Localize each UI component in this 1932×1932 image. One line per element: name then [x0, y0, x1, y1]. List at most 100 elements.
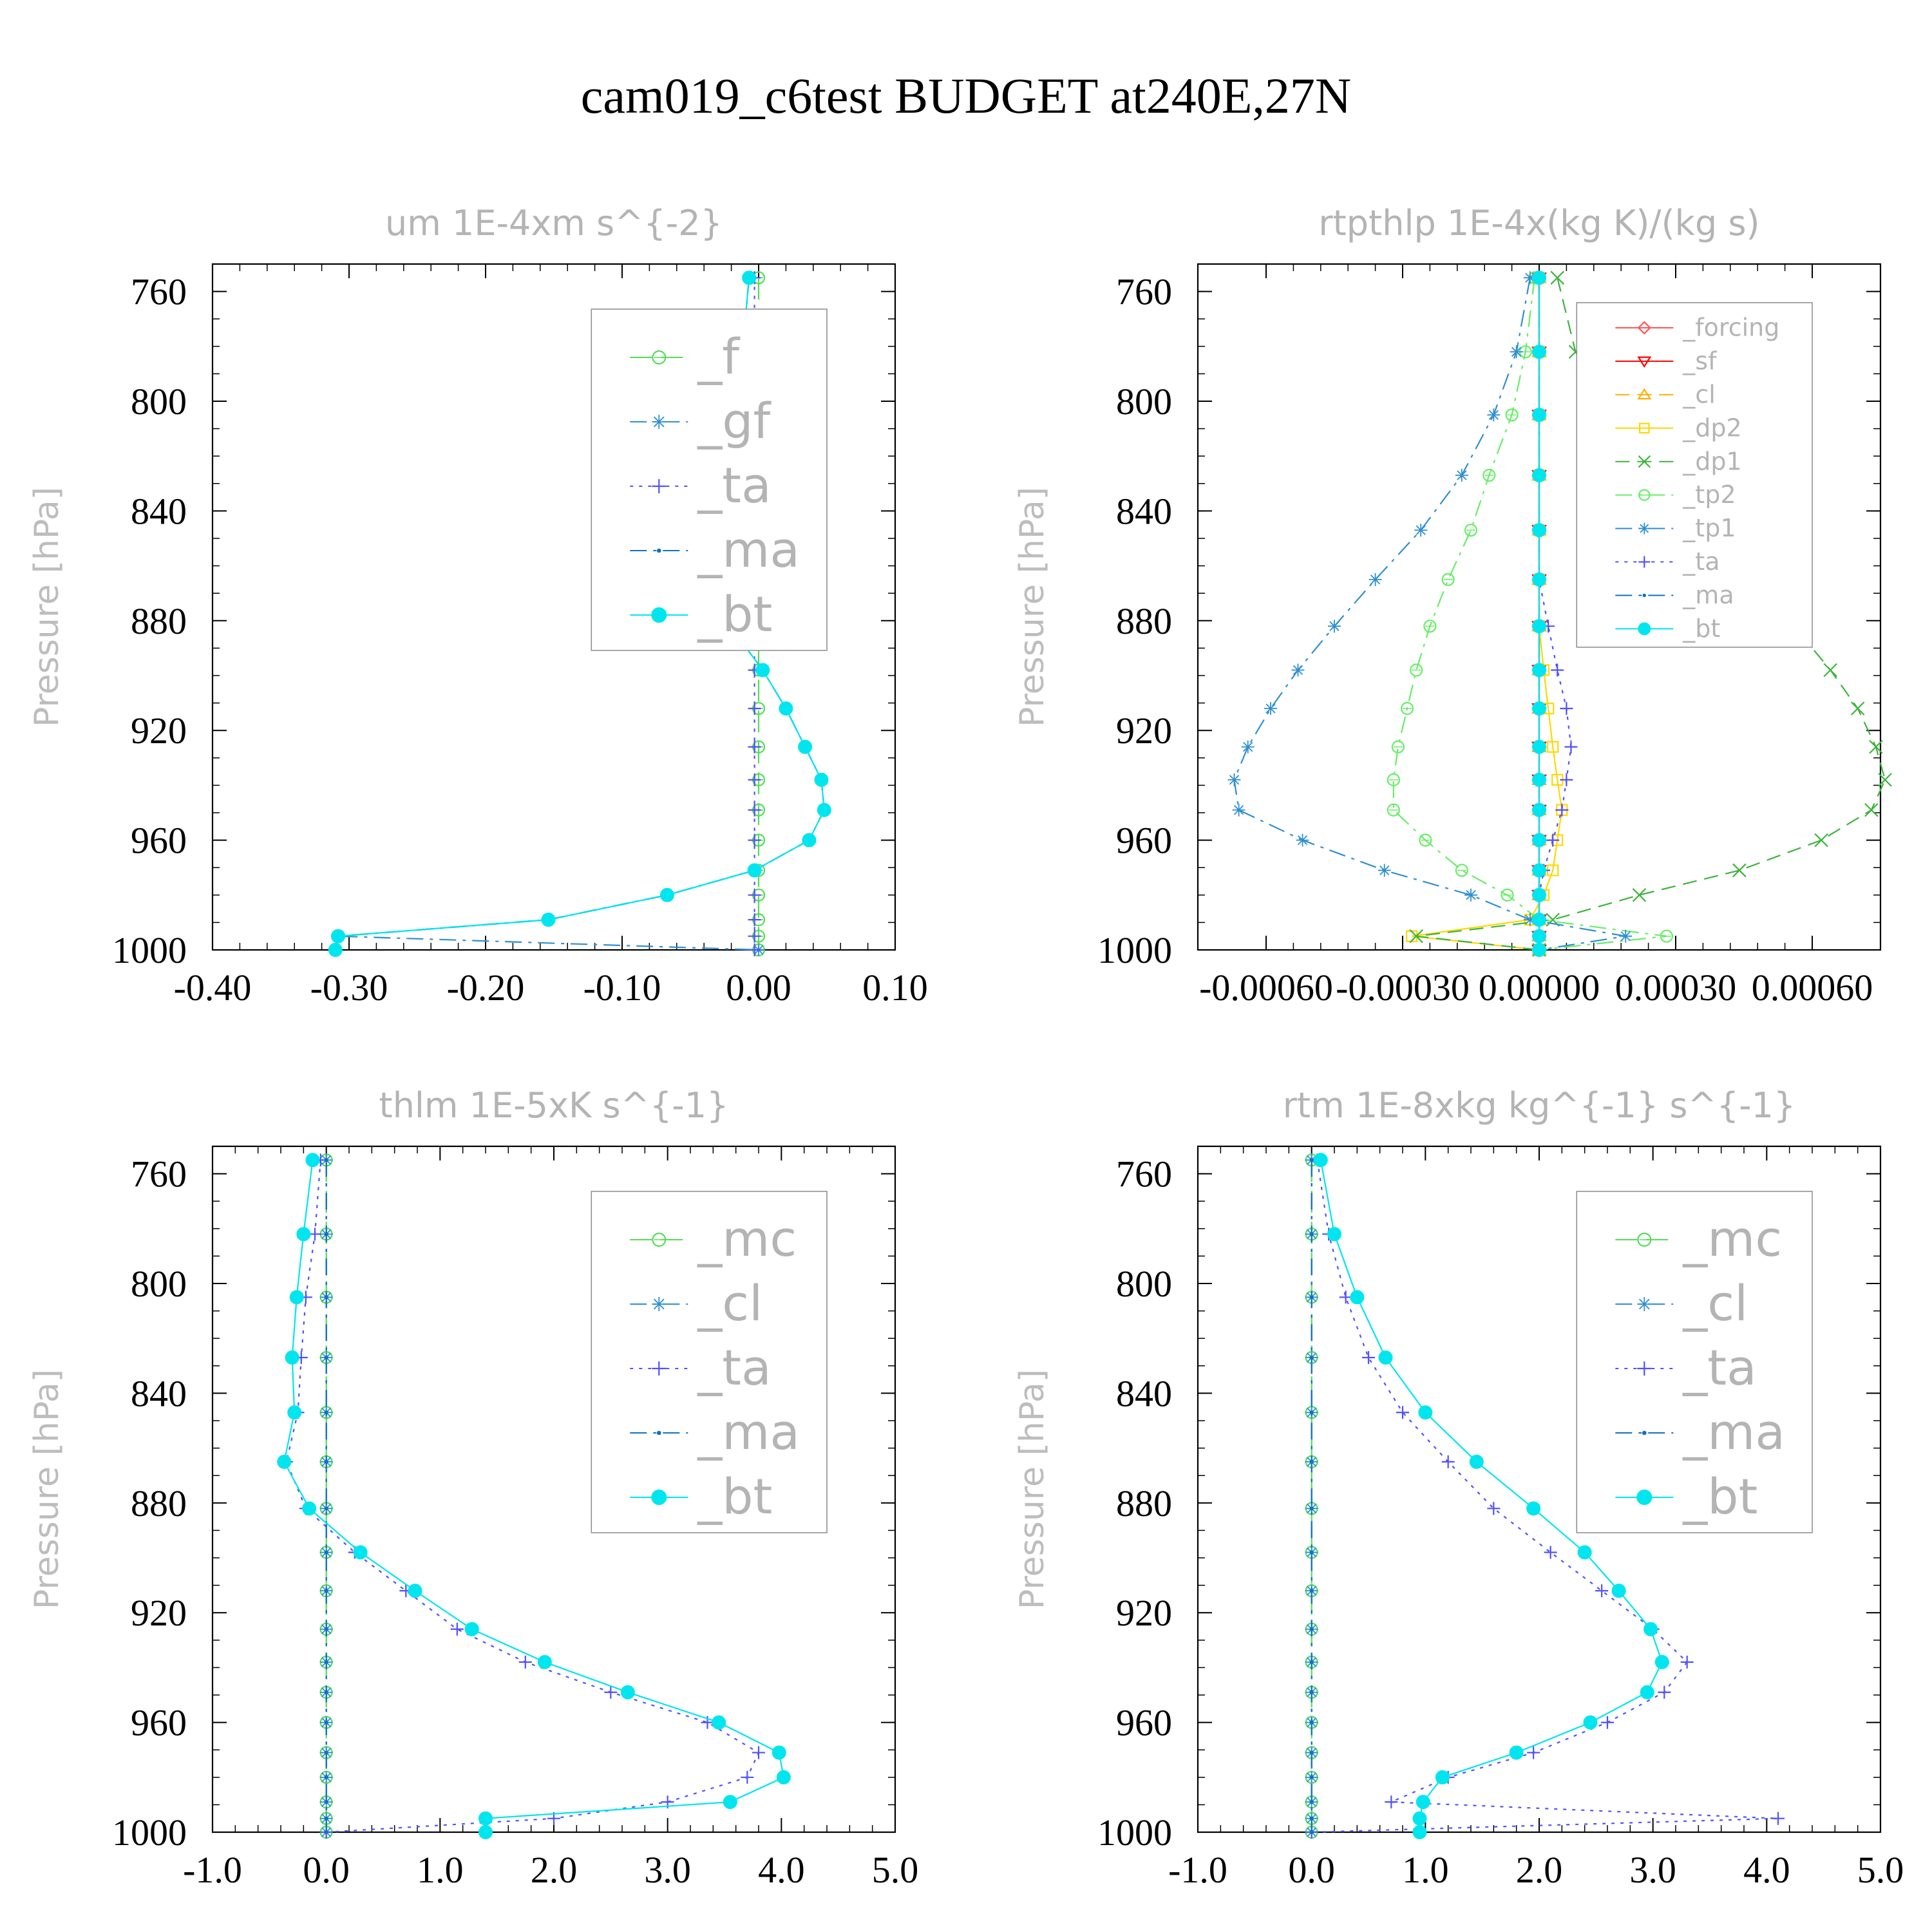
data-point: [748, 913, 761, 927]
legend-label: _cl: [1682, 1274, 1748, 1332]
data-point: [1309, 1816, 1314, 1821]
data-point-shape: [747, 863, 762, 878]
data-point-shape: [1309, 1295, 1314, 1300]
y-tick-label: 840: [1116, 1372, 1172, 1414]
y-axis: 760 800 840 880 920 960 1000: [112, 263, 895, 971]
data-point: [1362, 1351, 1375, 1365]
legend-marker: [652, 479, 667, 493]
y-axis: 760 800 840 880 920 960 1000: [112, 1146, 895, 1853]
data-point-shape: [741, 1770, 754, 1784]
data-point-shape: [1441, 573, 1455, 587]
data-point-shape: [1532, 663, 1546, 677]
legend-label: _bt: [697, 1468, 772, 1525]
data-point: [748, 803, 761, 817]
data-point: [1309, 1800, 1314, 1804]
y-tick-label: 880: [131, 600, 187, 642]
y-axis-label: Pressure [hPa]: [28, 1369, 66, 1609]
data-point: [1309, 1690, 1314, 1694]
data-point-shape: [1414, 524, 1428, 537]
data-point: [1396, 1406, 1409, 1419]
data-point-shape: [1309, 1627, 1314, 1631]
data-point-shape: [1464, 888, 1477, 902]
data-point: [1526, 1501, 1541, 1516]
data-point-shape: [1532, 345, 1546, 359]
data-point-shape: [1643, 1622, 1658, 1636]
data-point-shape: [1387, 803, 1400, 817]
y-tick-label: 800: [131, 1263, 187, 1305]
data-point-shape: [1550, 270, 1565, 285]
data-point-shape: [1814, 833, 1828, 848]
data-point-shape: [1564, 740, 1578, 753]
data-point: [1532, 619, 1546, 634]
series-line-bt: [283, 1160, 785, 1832]
x-tick-label: 0.00000: [1479, 967, 1600, 1009]
y-tick-label: 1000: [1097, 929, 1172, 971]
data-point-shape: [1416, 1795, 1430, 1810]
legend-marker-shape: [1638, 556, 1651, 568]
legend-label: _ma: [1682, 1403, 1785, 1461]
data-point-shape: [1526, 1501, 1541, 1516]
data-point-shape: [324, 1830, 328, 1834]
legend-marker: [657, 1430, 661, 1435]
data-point: [1435, 1770, 1450, 1785]
series-group: [1305, 1153, 1785, 1839]
data-point-shape: [1619, 929, 1633, 943]
data-point: [1501, 888, 1514, 902]
data-point-shape: [1309, 1830, 1314, 1834]
data-point: [752, 1746, 765, 1759]
data-point-shape: [287, 1405, 302, 1420]
data-point: [1309, 1232, 1314, 1236]
legend-marker-shape: [1637, 321, 1651, 335]
legend-label: _cl: [697, 1274, 762, 1332]
data-point-shape: [1601, 1716, 1614, 1729]
data-point-shape: [1551, 663, 1564, 677]
data-point-shape: [1441, 1455, 1455, 1468]
data-point-shape: [324, 1506, 328, 1511]
data-point: [1309, 1830, 1314, 1834]
series-line-ta: [1538, 278, 1572, 950]
data-point-shape: [541, 913, 556, 927]
data-point: [1632, 888, 1647, 902]
legend: _mc _cl _ta _ma _bt: [591, 1191, 828, 1533]
data-point-shape: [1532, 523, 1546, 538]
data-point: [1551, 663, 1564, 677]
data-point-shape: [1560, 773, 1573, 786]
legend-marker-shape: [1642, 593, 1646, 598]
data-point: [324, 1356, 328, 1360]
legend-marker-shape: [1637, 1361, 1652, 1376]
x-tick-label: -0.20: [447, 967, 525, 1009]
data-point-shape: [324, 1690, 328, 1694]
data-point-shape: [712, 1715, 726, 1730]
x-tick-label: 4.0: [758, 1849, 805, 1891]
data-point-shape: [1732, 863, 1747, 878]
data-point-shape: [1532, 913, 1546, 927]
data-point-shape: [353, 1545, 368, 1560]
data-point: [324, 1830, 328, 1834]
x-tick-label: 0.00060: [1752, 967, 1873, 1009]
x-tick-label: -0.40: [174, 967, 252, 1009]
data-point-shape: [1532, 772, 1546, 787]
data-point: [1309, 1720, 1314, 1725]
data-point: [324, 1750, 328, 1755]
data-point-shape: [1419, 833, 1432, 847]
panel-title: um 1E-4xm s^{-2}: [385, 203, 723, 243]
x-tick-label: 5.0: [872, 1849, 919, 1891]
data-point: [1309, 1158, 1314, 1162]
data-point-shape: [1309, 1158, 1314, 1162]
data-point-shape: [1523, 271, 1537, 285]
legend-marker-shape: [657, 1430, 661, 1435]
y-tick-label: 960: [131, 820, 187, 862]
data-point-shape: [1296, 833, 1309, 847]
data-point-shape: [1546, 833, 1560, 847]
panels: um 1E-4xm s^{-2} Pressure [hPa] -0.40 -0.30…: [28, 203, 1904, 1891]
y-tick-label: 1000: [112, 1812, 187, 1853]
y-tick-label: 920: [131, 1592, 187, 1634]
data-point: [450, 1622, 464, 1636]
y-tick-label: 760: [131, 1153, 187, 1195]
data-point: [1309, 1295, 1314, 1300]
legend-marker-shape: [1638, 455, 1651, 468]
legend-box: [1576, 302, 1813, 648]
data-point: [748, 740, 761, 753]
x-tick-label: 1.0: [417, 1849, 464, 1891]
data-point-shape: [302, 1501, 317, 1516]
